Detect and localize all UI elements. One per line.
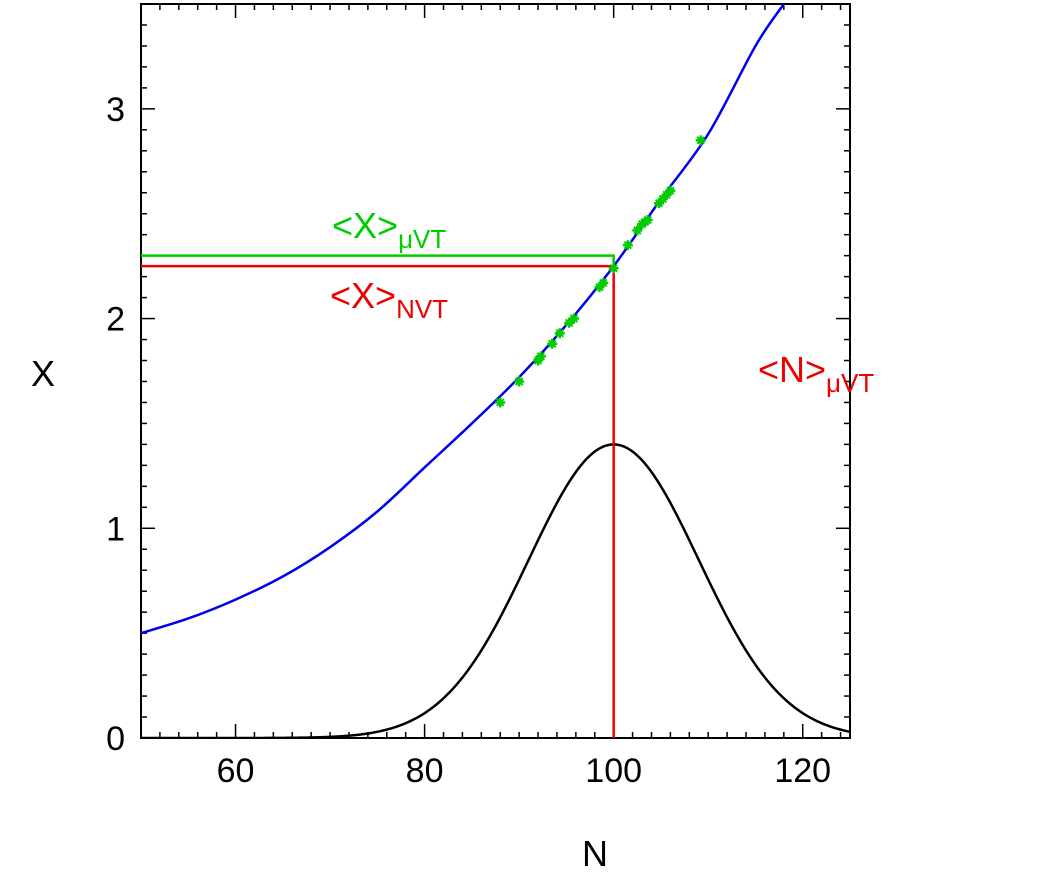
sample-point-d2 [599, 278, 608, 288]
axes [140, 3, 851, 739]
n-muvt-label-main: <N> [758, 349, 826, 390]
y-tick-label: 2 [106, 301, 125, 339]
sample-point [495, 397, 506, 408]
x-nvt-label-main: <X> [330, 275, 396, 316]
x-muvt-label-sub: μVT [398, 224, 446, 254]
n-muvt-label-sub: μVT [826, 368, 874, 398]
x-muvt-label: <X>μVT [332, 205, 446, 254]
x-nvt-label-sub: NVT [396, 294, 448, 324]
sample-point [632, 225, 643, 236]
sample-point-d2 [569, 314, 579, 323]
sample-point [547, 338, 558, 349]
sample-point-d2 [623, 240, 633, 250]
x-muvt-label-main: <X> [332, 205, 398, 246]
sample-point-d2 [496, 398, 505, 407]
x-tick-label: 120 [774, 752, 831, 790]
x-tick-label: 60 [217, 752, 255, 790]
sample-point-d2 [633, 226, 642, 235]
x-tick-label: 80 [406, 752, 444, 790]
sample-point-d2 [555, 329, 564, 338]
sample-point-d2 [643, 215, 652, 225]
sample-point [608, 263, 619, 274]
sample-point [514, 376, 525, 387]
x-axis-label: N [582, 833, 608, 872]
sample-point [568, 313, 579, 324]
x-tick-label: 100 [585, 752, 642, 790]
x-of-n-curve [141, 4, 785, 635]
series-group [141, 4, 850, 738]
sample-point [535, 351, 546, 362]
sample-point [665, 185, 676, 196]
sample-point-d2 [609, 264, 618, 273]
y-tick-label: 0 [106, 720, 125, 758]
sample-point [554, 328, 565, 339]
sample-point-d2 [536, 352, 546, 361]
sample-point-d2 [696, 136, 705, 145]
y-axis-label: X [31, 353, 55, 394]
sample-point-d2 [666, 186, 675, 195]
n-distribution-curve [141, 443, 850, 738]
annotations: <X>μVT<X>NVT<N>μVT [330, 205, 874, 398]
sample-point [642, 215, 653, 226]
tick-labels: 60 80 100 120 0 1 2 3 [106, 91, 831, 790]
sample-point [622, 240, 633, 251]
x-muvt-line [141, 254, 615, 267]
y-tick-label: 1 [106, 510, 125, 548]
x-nvt-label: <X>NVT [330, 275, 448, 324]
plot-frame [140, 3, 851, 739]
sample-point-d2 [514, 377, 524, 386]
sample-point [695, 135, 706, 146]
y-tick-label: 3 [106, 91, 125, 129]
sample-point-d2 [548, 339, 557, 348]
sample-point [598, 277, 609, 288]
n-muvt-label: <N>μVT [758, 349, 874, 398]
